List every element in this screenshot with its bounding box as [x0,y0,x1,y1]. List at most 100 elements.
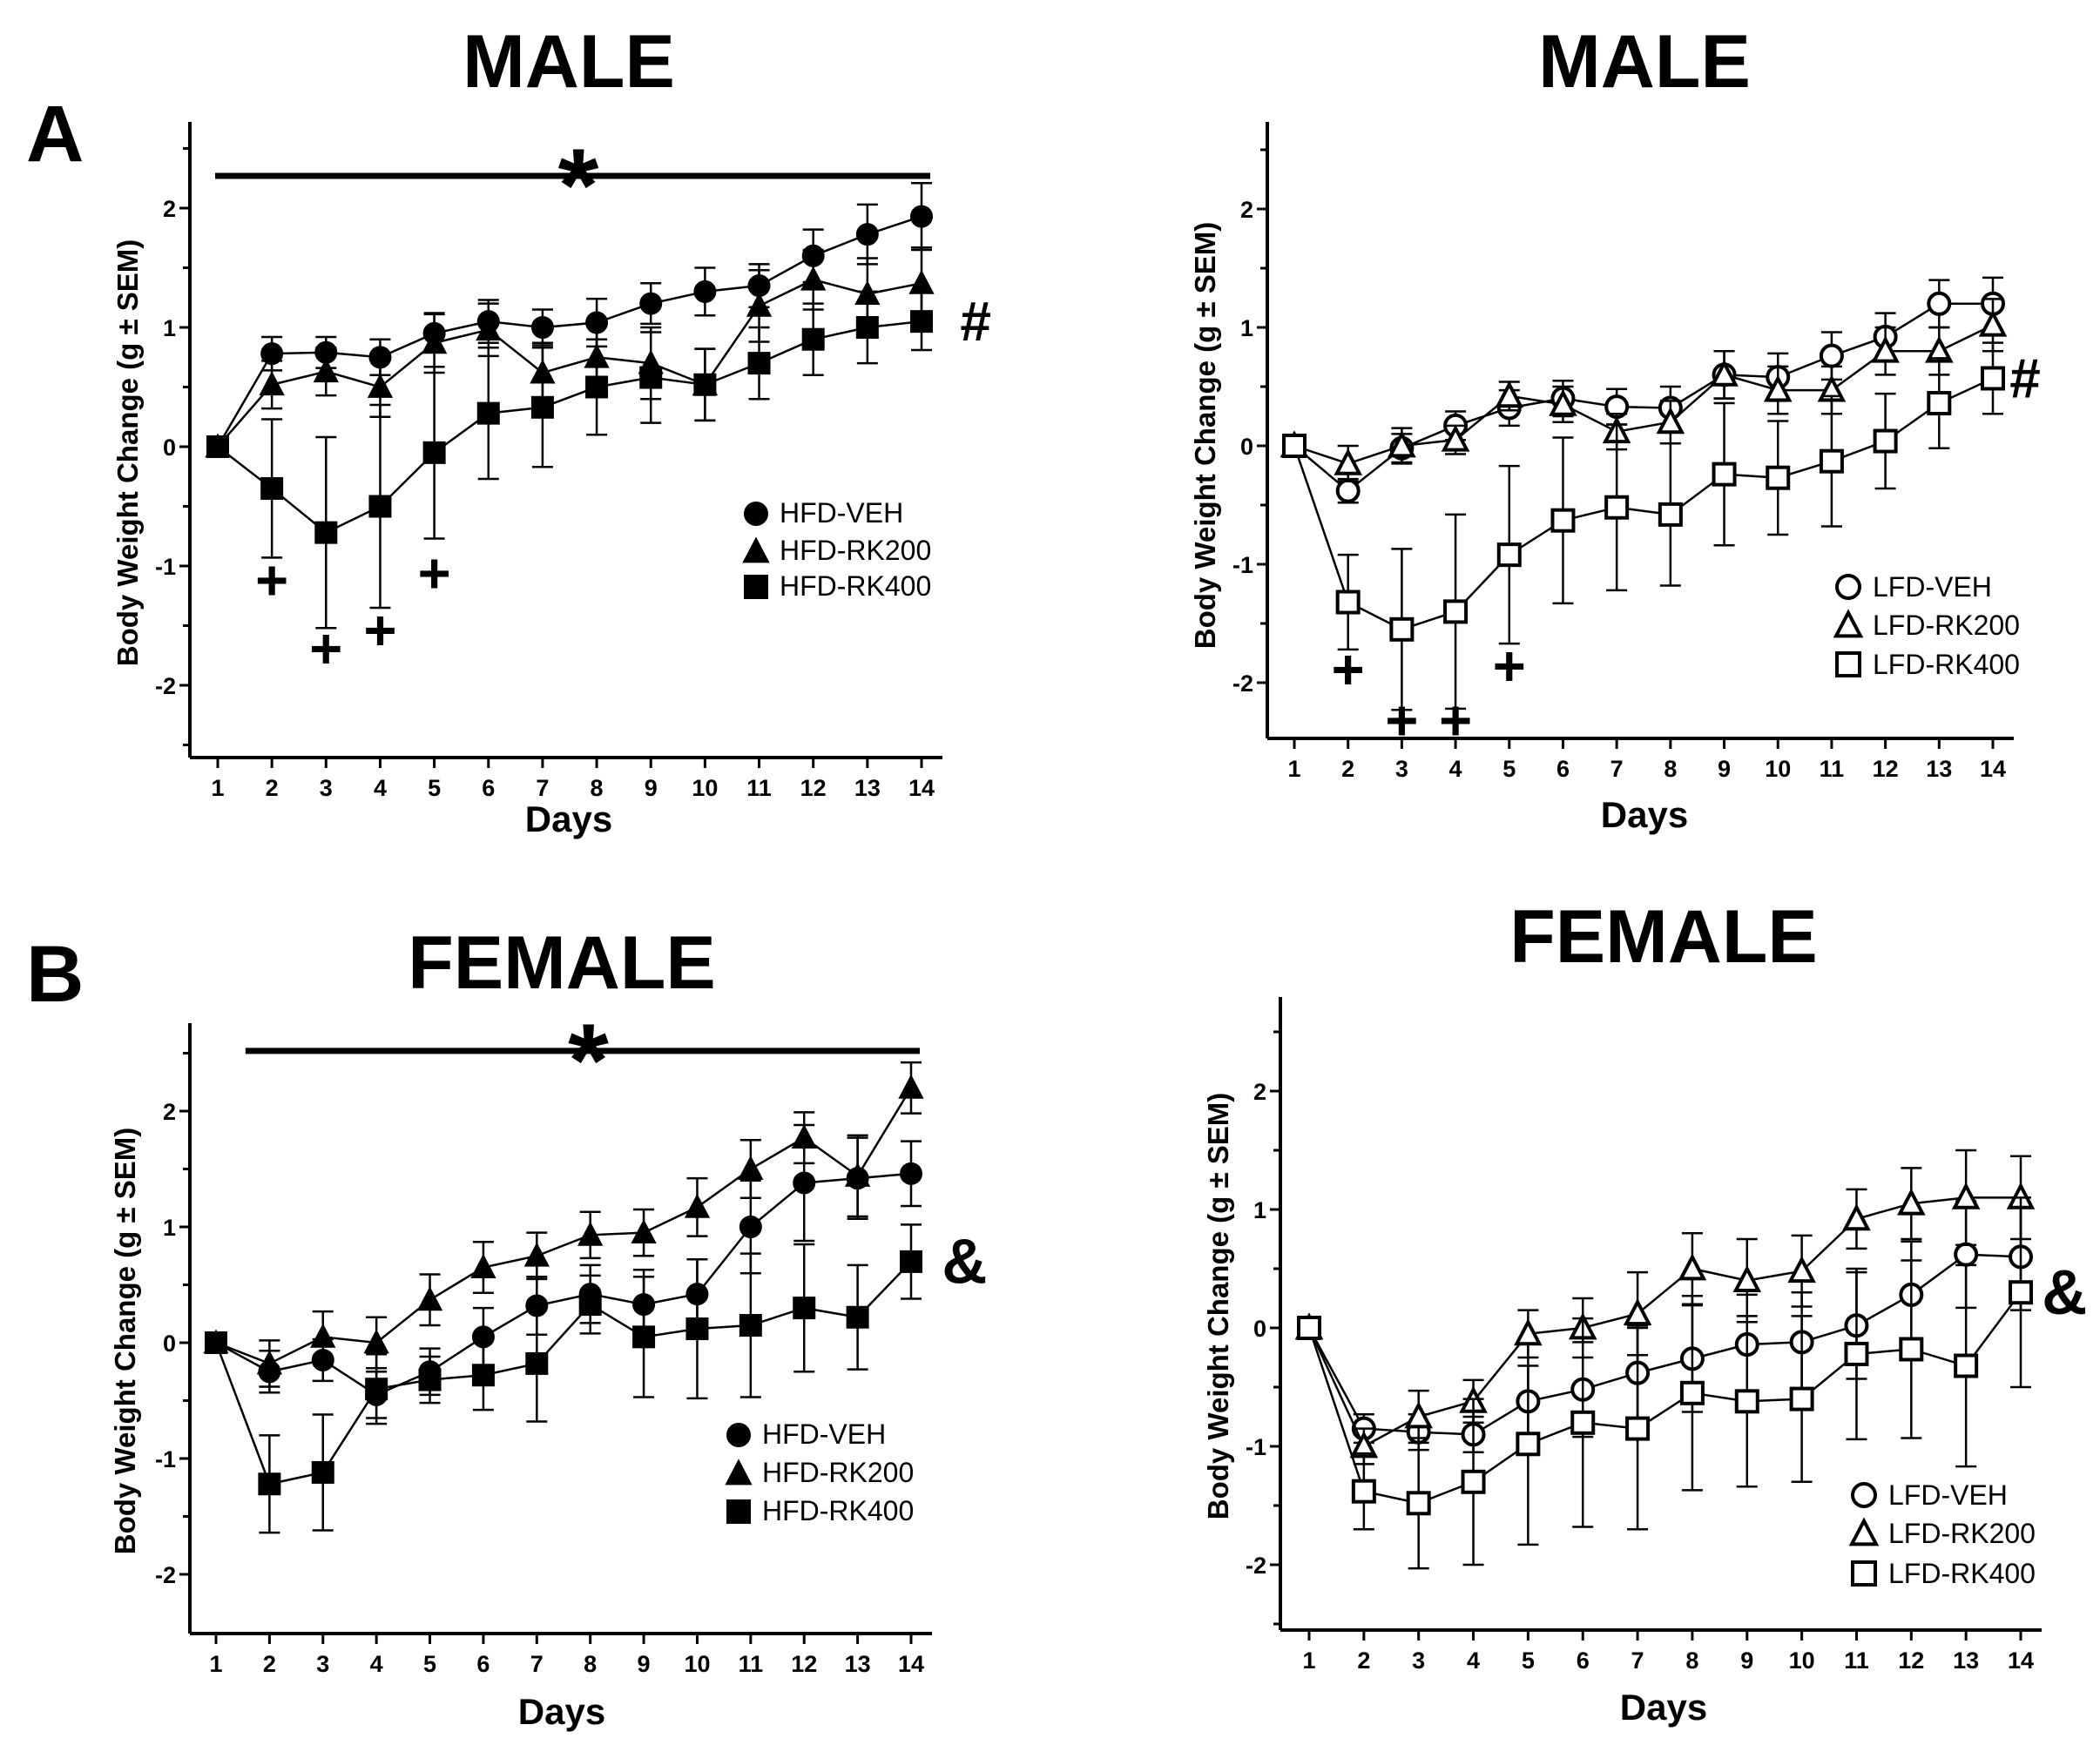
data-point [1787,1256,1816,1283]
legend-marker [726,1423,751,1447]
data-point [855,316,879,339]
y-tick-label: 2 [1253,1079,1266,1105]
data-point [314,521,338,544]
x-tick-label: 10 [1789,1647,1815,1674]
x-tick-label: 4 [370,1651,383,1677]
legend-marker [1851,1482,1877,1508]
chart-title: MALE [1538,20,1751,104]
significance-plus: + [363,598,396,662]
x-tick-label: 3 [1412,1647,1425,1674]
legend-label: LFD-RK200 [1873,610,2020,641]
data-point [900,1250,922,1273]
data-point [310,1323,336,1348]
x-tick-label: 5 [1522,1647,1535,1674]
data-point [1495,381,1524,408]
x-tick-label: 8 [591,775,604,801]
data-point [742,536,770,563]
x-tick-label: 10 [684,1651,710,1677]
data-point [744,502,768,526]
x-tick-label: 2 [1357,1647,1370,1674]
data-point [1679,1380,1705,1405]
data-point [523,1242,550,1267]
data-point [726,1423,751,1447]
data-point [1297,1316,1321,1340]
data-point [585,375,609,399]
legend-item: HFD-RK400 [744,570,931,602]
legend-marker [1848,1517,1880,1546]
chart-male-lfd: MALE Days Body Weight Change (g ± SEM) -… [1189,20,2041,835]
data-point [1954,1353,1979,1378]
data-point [476,316,502,341]
data-point [793,1297,816,1320]
data-point [365,1378,388,1401]
data-point [1710,359,1739,387]
data-point [1835,651,1861,677]
data-point [739,1216,762,1238]
data-point [205,1331,227,1354]
data-point [418,1368,442,1391]
x-axis-label: Days [1601,794,1688,835]
y-axis-label: Body Weight Change (g ± SEM) [111,239,144,667]
legend-marker [1851,1560,1877,1587]
x-tick-label: 8 [584,1651,597,1677]
data-point [725,1459,753,1486]
x-tick-label: 8 [1685,1647,1698,1674]
data-point [632,1325,656,1349]
x-tick-label: 12 [791,1651,817,1677]
y-tick-label: -2 [155,1562,176,1588]
data-point [1734,1389,1759,1414]
data-point [801,327,825,351]
x-tick-label: 11 [1820,756,1845,782]
x-tick-label: 12 [1898,1647,1924,1674]
legend-marker [742,536,770,563]
legend-item: HFD-VEH [726,1418,886,1450]
data-point [259,371,285,396]
data-point [1732,1264,1762,1292]
data-point [1851,1560,1877,1587]
data-point [1334,448,1362,475]
data-point [476,401,500,425]
x-tick-label: 13 [854,775,881,801]
data-point [367,373,394,398]
y-tick-label: 2 [1240,197,1253,223]
y-tick-label: -1 [155,1446,176,1472]
data-point [844,1162,871,1187]
legend-label: LFD-VEH [1873,571,1992,603]
data-point [855,223,879,246]
data-point [1844,1341,1869,1366]
data-point [470,1253,496,1278]
significance-mark: # [960,290,991,353]
data-point [910,310,933,334]
series-HFD-RK400 [206,290,933,630]
x-tick-label: 7 [530,1651,544,1677]
data-point [1819,343,1844,368]
series-LFD-VEH [1282,276,2005,504]
data-point [793,1171,816,1195]
data-point [685,1317,709,1341]
x-tick-label: 11 [746,775,772,801]
data-point [530,395,554,419]
x-tick-label: 4 [1449,756,1462,782]
data-point [1951,1182,1981,1209]
data-point [421,329,448,354]
legend-marker [1835,574,1861,600]
chart-title: FEMALE [1509,895,1818,979]
y-axis-label: Body Weight Change (g ± SEM) [109,1128,141,1555]
data-point [1658,502,1683,527]
legend-item: LFD-RK400 [1835,649,2020,680]
x-tick-label: 6 [476,1651,490,1677]
chart-male-hfd: MALE Days Body Weight Change (g ± SEM) -… [111,20,991,839]
legend-item: HFD-RK200 [725,1457,914,1488]
significance-mark: & [2042,1258,2087,1328]
significance-plus: + [1439,689,1472,752]
significance-plus: + [1493,634,1526,697]
x-tick-label: 1 [1302,1647,1315,1674]
x-tick-label: 3 [316,1651,329,1677]
data-point [1897,1188,1926,1216]
data-point [471,1364,495,1387]
x-tick-label: 4 [1467,1647,1480,1674]
y-tick-label: 2 [163,196,176,222]
data-point [1404,1401,1433,1429]
legend-marker [1833,609,1864,638]
